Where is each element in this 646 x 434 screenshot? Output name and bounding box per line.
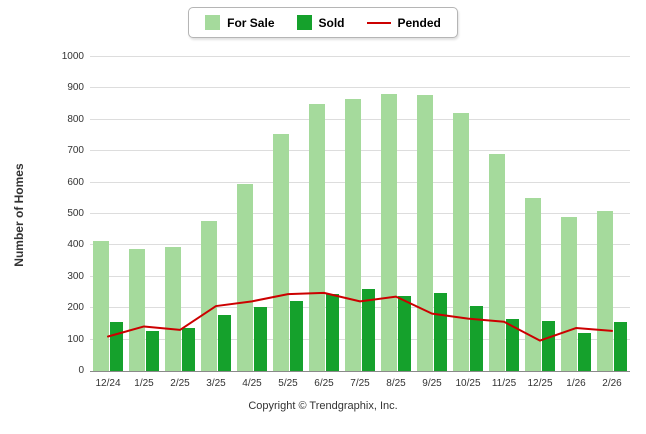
- bar-sold: [542, 321, 555, 371]
- x-tick-label: 12/24: [95, 378, 121, 389]
- x-tick-label: 2/26: [602, 378, 622, 389]
- bar-for-sale: [561, 216, 577, 371]
- bar-for-sale: [201, 220, 217, 371]
- x-tick-label: 1/25: [134, 378, 154, 389]
- bar-sold: [182, 328, 195, 371]
- legend-label-for-sale: For Sale: [227, 15, 275, 30]
- bar-for-sale: [129, 248, 145, 371]
- bar-sold: [146, 331, 159, 371]
- y-tick-label: 0: [78, 365, 84, 376]
- legend: For Sale Sold Pended: [188, 7, 458, 38]
- y-tick-label: 200: [67, 302, 84, 314]
- x-tick-label: 6/25: [314, 378, 334, 389]
- y-tick-label: 300: [67, 270, 84, 282]
- bar-sold: [362, 288, 375, 371]
- x-tick-label: 8/25: [386, 378, 406, 389]
- x-tick-label: 10/25: [455, 378, 481, 389]
- bar-for-sale: [489, 154, 505, 371]
- x-tick-label: 12/25: [527, 378, 553, 389]
- bar-for-sale: [273, 133, 289, 371]
- for-sale-swatch-icon: [205, 15, 221, 30]
- legend-label-pended: Pended: [397, 15, 441, 30]
- bar-for-sale: [381, 93, 397, 371]
- x-tick-label: 4/25: [242, 378, 262, 389]
- bar-for-sale: [309, 104, 325, 371]
- y-tick-label: 500: [67, 208, 84, 219]
- bar-sold: [470, 306, 483, 371]
- x-tick-label: 11/25: [491, 378, 517, 389]
- legend-label-sold: Sold: [318, 15, 345, 30]
- bar-for-sale: [417, 95, 433, 371]
- bar-for-sale: [525, 198, 541, 371]
- bar-for-sale: [237, 183, 253, 371]
- bar-sold: [218, 315, 231, 371]
- y-tick-label: 100: [67, 333, 84, 345]
- x-tick-label: 2/25: [170, 378, 190, 389]
- x-tick-label: 3/25: [206, 378, 226, 389]
- bar-for-sale: [165, 246, 181, 371]
- legend-item-pended: Pended: [366, 15, 441, 30]
- bar-sold: [578, 333, 591, 371]
- sold-swatch-icon: [296, 15, 312, 30]
- bar-sold: [398, 295, 411, 371]
- gridline: [90, 56, 630, 57]
- y-tick-label: 400: [67, 239, 84, 251]
- gridline: [90, 87, 630, 89]
- y-axis-title: Number of Homes: [12, 163, 26, 267]
- y-tick-label: 700: [67, 145, 84, 157]
- x-tick-label: 7/25: [350, 378, 370, 389]
- pended-line-icon: [366, 21, 391, 24]
- x-tick-label: 1/26: [566, 378, 586, 389]
- bar-sold: [326, 293, 339, 371]
- x-tick-label: 9/25: [422, 378, 442, 389]
- y-tick-label: 600: [67, 176, 84, 188]
- plot-area: 0 100 200 300 400 500 600 700 800 900 1000 12/24 1/2…: [62, 51, 630, 389]
- copyright-text: Copyright © Trendgraphix, Inc.: [248, 400, 398, 412]
- bar-sold: [254, 307, 267, 371]
- legend-wrapper: For Sale Sold Pended: [0, 7, 646, 38]
- bar-sold: [290, 301, 303, 371]
- bar-sold: [614, 322, 627, 371]
- bar-for-sale: [453, 112, 469, 371]
- legend-item-sold: Sold: [296, 15, 345, 30]
- bar-for-sale: [93, 240, 109, 371]
- bar-sold: [110, 321, 123, 371]
- y-tick-label: 900: [67, 82, 84, 94]
- bar-sold: [506, 319, 519, 371]
- bar-for-sale: [597, 210, 613, 371]
- x-tick-label: 5/25: [278, 378, 298, 389]
- y-tick-label: 1000: [61, 51, 84, 62]
- legend-item-for-sale: For Sale: [205, 15, 275, 30]
- bar-sold: [434, 293, 447, 371]
- bar-for-sale: [345, 99, 361, 371]
- y-tick-label: 800: [67, 113, 84, 125]
